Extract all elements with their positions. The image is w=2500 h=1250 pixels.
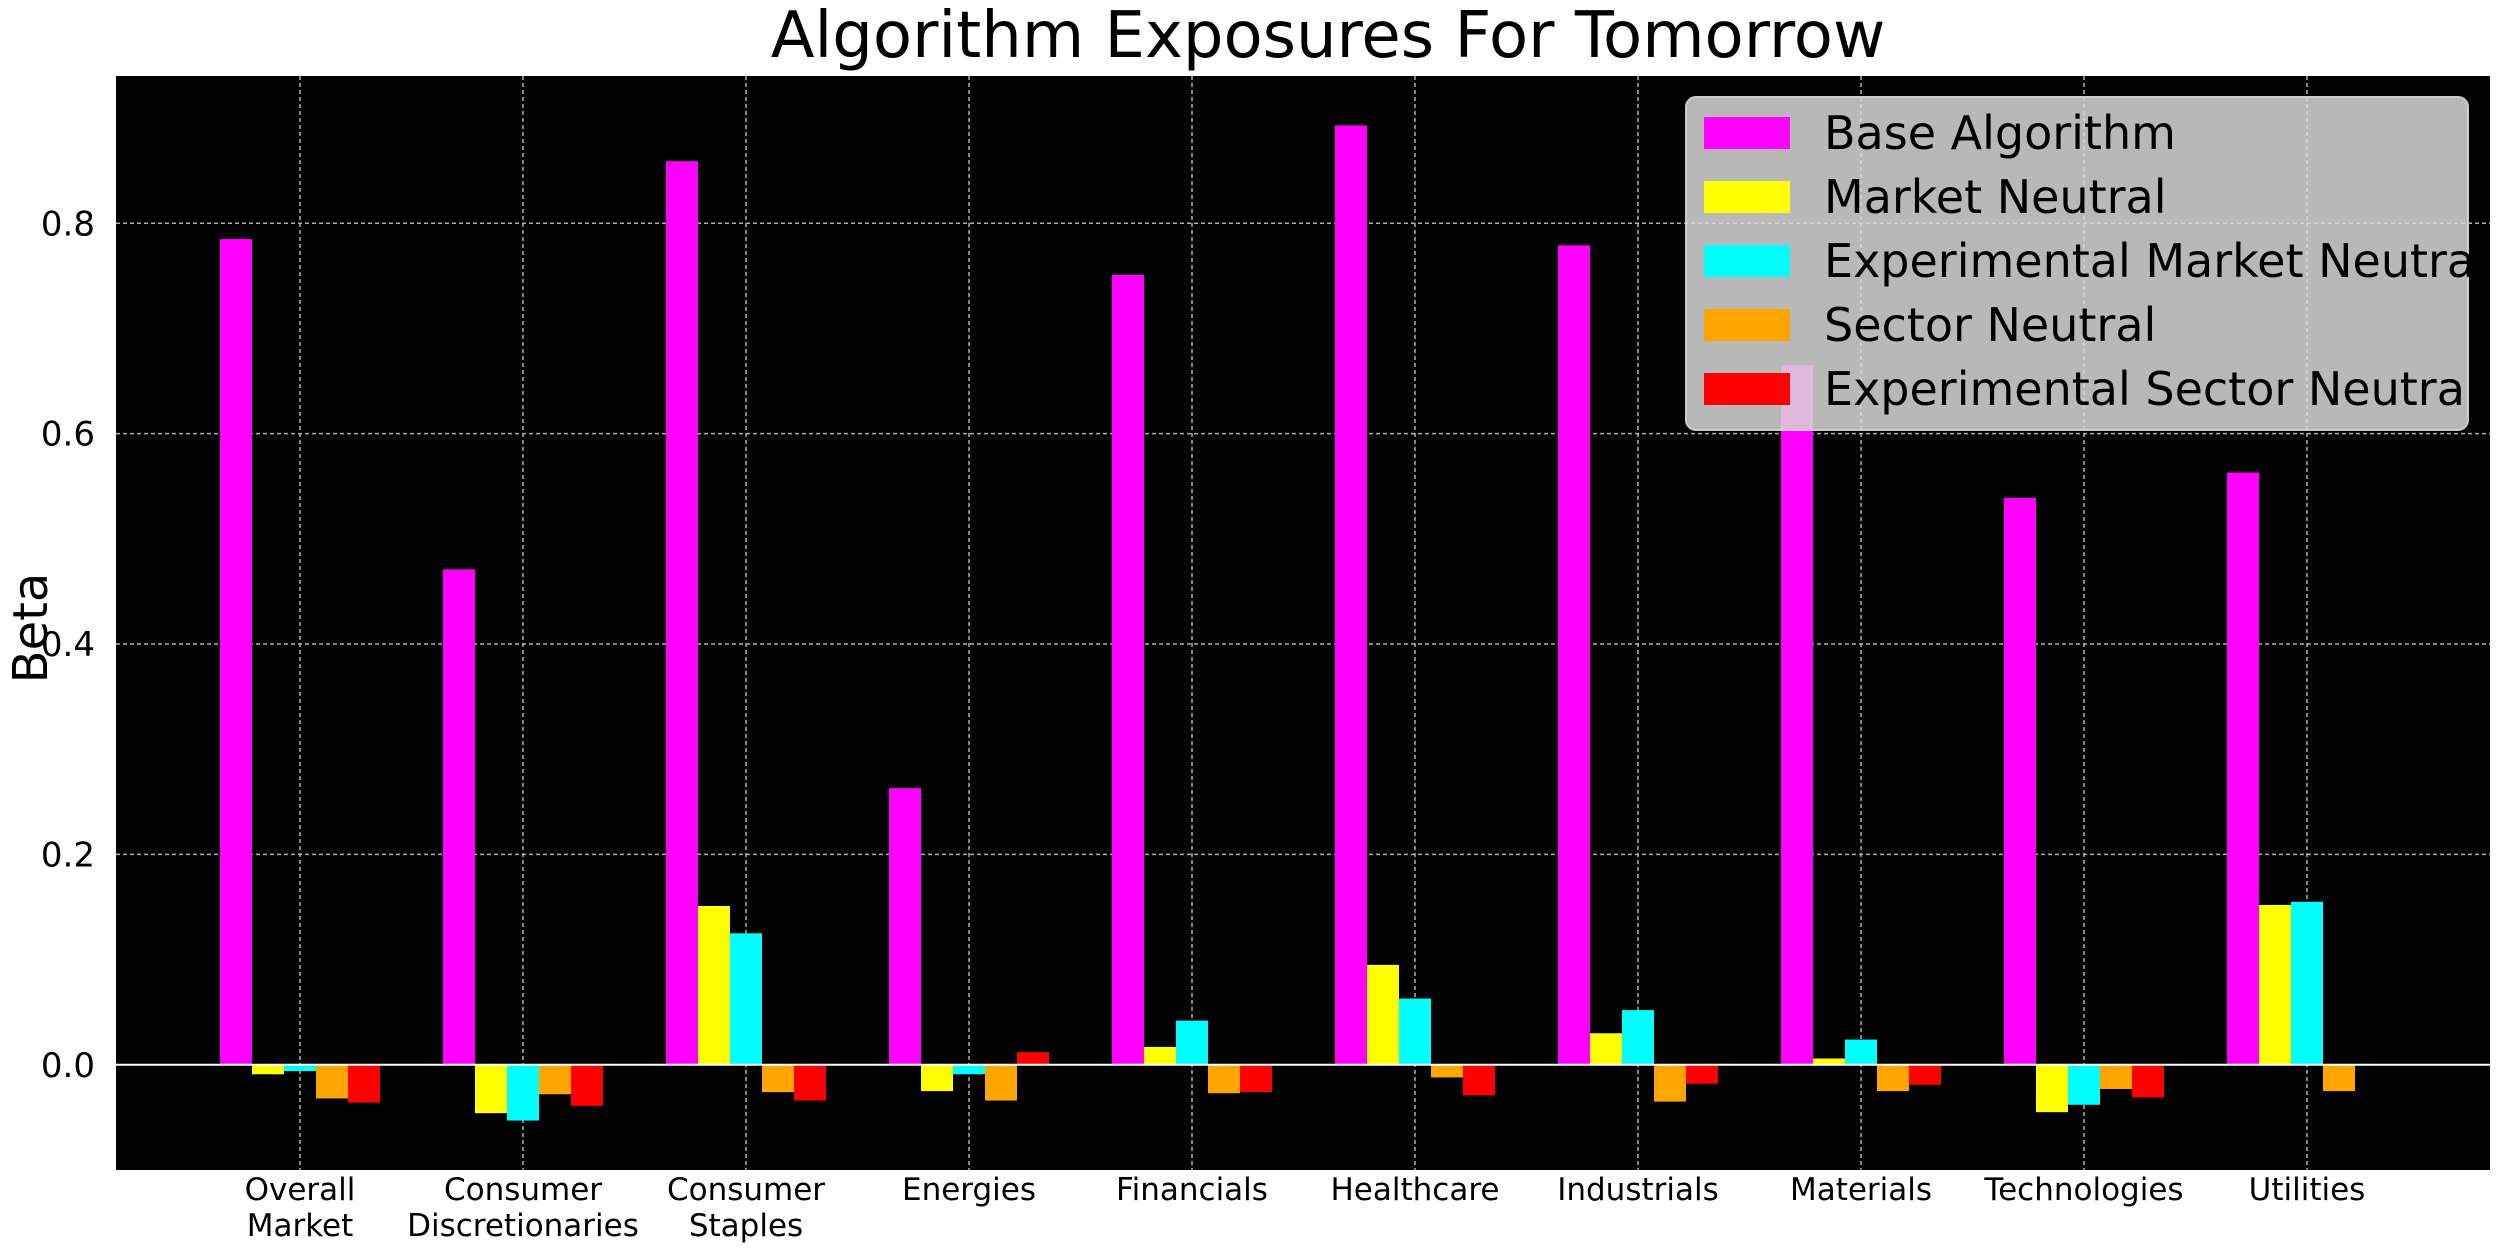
legend-label-3: Sector Neutral: [1824, 298, 2156, 352]
bar-series-2-cat-6: [1622, 1010, 1654, 1065]
bar-series-1-cat-6: [1590, 1033, 1622, 1065]
y-axis-label: Beta: [3, 573, 59, 684]
legend: Base Algorithm Market Neutral Experimental…: [1685, 96, 2488, 431]
legend-box: [1685, 96, 2469, 431]
bar-series-0-cat-3: [889, 788, 921, 1065]
bar-series-0-cat-7: [1781, 365, 1813, 1065]
bar-series-4-cat-0: [348, 1064, 380, 1103]
bar-series-4-cat-8: [2132, 1064, 2164, 1098]
legend-label-2: Experimental Market Neutral: [1824, 234, 2488, 288]
bar-series-3-cat-3: [985, 1064, 1017, 1101]
bars: [220, 125, 2355, 1121]
bar-series-0-cat-5: [1335, 125, 1367, 1065]
bar-series-3-cat-8: [2100, 1064, 2132, 1090]
y-tick-label-2: 0.4: [41, 625, 95, 665]
bar-series-2-cat-7: [1845, 1039, 1877, 1065]
bar-series-0-cat-4: [1112, 274, 1144, 1065]
legend-label-0: Base Algorithm: [1824, 106, 2176, 160]
bar-series-3-cat-0: [316, 1064, 348, 1099]
bar-series-4-cat-5: [1463, 1064, 1495, 1096]
x-tick-label-5: Healthcare: [1331, 1172, 1500, 1208]
bar-series-0-cat-9: [2227, 472, 2259, 1065]
bar-series-0-cat-1: [443, 569, 475, 1065]
bar-series-0-cat-0: [220, 239, 252, 1065]
bar-series-0-cat-6: [1558, 245, 1590, 1065]
bar-series-3-cat-7: [1877, 1064, 1909, 1092]
legend-swatch-4: [1704, 373, 1790, 405]
bar-series-2-cat-4: [1176, 1020, 1208, 1065]
y-tick-label-4: 0.8: [41, 204, 95, 244]
x-tick-label-9: Utilities: [2249, 1172, 2366, 1208]
bar-series-3-cat-1: [539, 1064, 571, 1095]
bar-series-2-cat-8: [2068, 1064, 2100, 1105]
x-tick-label-8: Technologies: [1983, 1172, 2183, 1208]
bar-series-1-cat-2: [698, 905, 730, 1065]
x-tick-label-6: Industrials: [1557, 1172, 1719, 1208]
bar-series-4-cat-2: [794, 1064, 826, 1101]
bar-series-4-cat-6: [1686, 1064, 1718, 1084]
x-axis-ticks: Overall Market Consumer Discretionaries Cons…: [245, 1172, 2366, 1244]
x-tick-label-0: Overall Market: [245, 1172, 356, 1244]
bar-series-1-cat-8: [2036, 1064, 2068, 1113]
y-tick-label-0: 0.0: [41, 1046, 95, 1086]
x-tick-label-3: Energies: [902, 1172, 1036, 1208]
grid: [116, 76, 2490, 1170]
bar-series-1-cat-7: [1813, 1058, 1845, 1065]
x-tick-label-1: Consumer Discretionaries: [407, 1172, 639, 1244]
bar-series-2-cat-3: [953, 1064, 985, 1075]
bar-series-2-cat-0: [284, 1064, 316, 1072]
bar-series-0-cat-2: [666, 161, 698, 1065]
legend-label-4: Experimental Sector Neutral: [1824, 362, 2478, 416]
legend-swatch-0: [1704, 117, 1790, 149]
bar-series-4-cat-3: [1017, 1052, 1049, 1065]
bar-series-1-cat-1: [475, 1064, 507, 1114]
chart-title: Algorithm Exposures For Tomorrow: [771, 0, 1886, 73]
bar-series-1-cat-4: [1144, 1046, 1176, 1065]
y-tick-label-3: 0.6: [41, 415, 95, 455]
y-axis-ticks: 0.0 0.2 0.4 0.6 0.8: [41, 204, 95, 1086]
bar-series-0-cat-8: [2004, 497, 2036, 1065]
bar-series-1-cat-9: [2259, 904, 2291, 1065]
bar-series-1-cat-3: [921, 1064, 953, 1092]
legend-label-1: Market Neutral: [1824, 170, 2167, 224]
bar-series-4-cat-4: [1240, 1064, 1272, 1093]
bar-series-2-cat-9: [2291, 901, 2323, 1065]
legend-swatch-1: [1704, 181, 1790, 213]
x-tick-label-2: Consumer Staples: [667, 1172, 825, 1244]
bar-series-2-cat-1: [507, 1064, 539, 1121]
bar-series-3-cat-4: [1208, 1064, 1240, 1094]
x-tick-label-4: Financials: [1116, 1172, 1268, 1208]
x-tick-label-7: Materials: [1790, 1172, 1932, 1208]
bar-series-3-cat-9: [2323, 1064, 2355, 1092]
bar-series-3-cat-5: [1431, 1064, 1463, 1078]
bar-series-4-cat-1: [571, 1064, 603, 1106]
bar-series-3-cat-2: [762, 1064, 794, 1093]
bar-series-3-cat-6: [1654, 1064, 1686, 1102]
bar-series-1-cat-5: [1367, 964, 1399, 1065]
legend-swatch-3: [1704, 309, 1790, 341]
bar-series-1-cat-0: [252, 1064, 284, 1075]
bar-series-2-cat-2: [730, 933, 762, 1065]
legend-swatch-2: [1704, 245, 1790, 277]
bar-series-4-cat-7: [1909, 1064, 1941, 1085]
bar-series-2-cat-5: [1399, 998, 1431, 1065]
y-tick-label-1: 0.2: [41, 835, 95, 875]
